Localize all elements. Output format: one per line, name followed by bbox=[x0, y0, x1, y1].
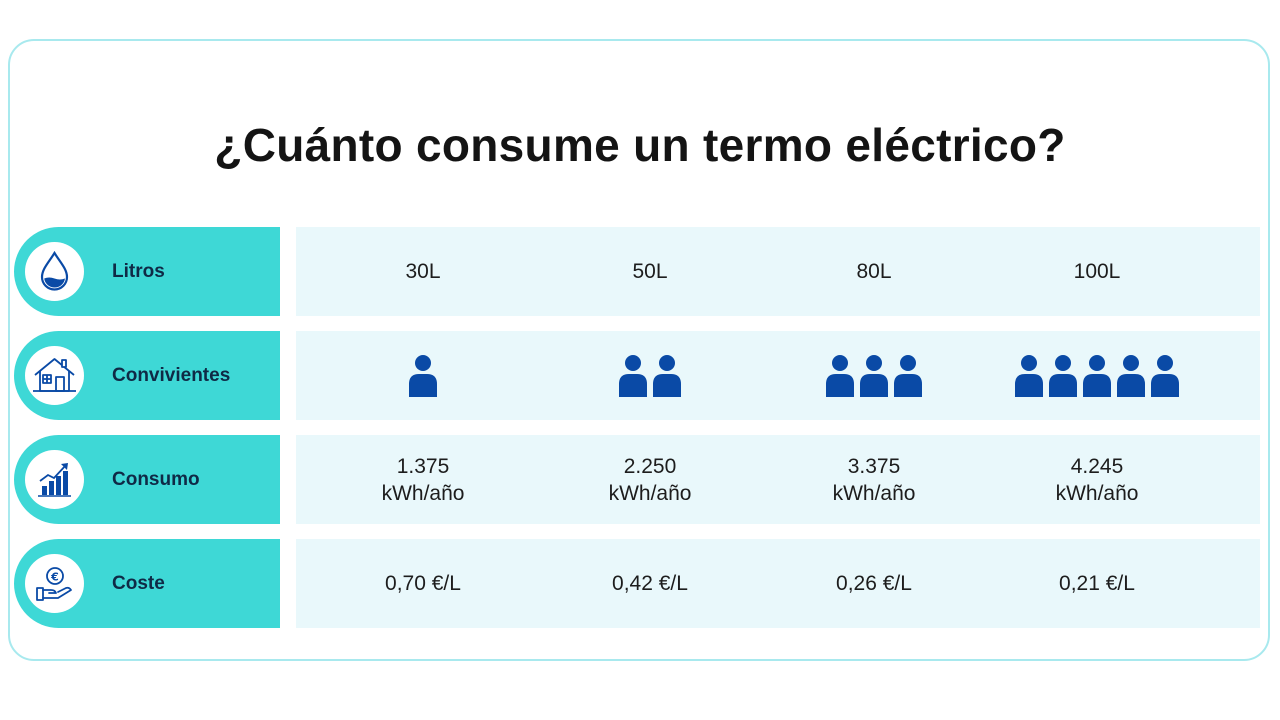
row-label-consumo: Consumo bbox=[14, 435, 280, 524]
consumo-unit: kWh/año bbox=[381, 481, 465, 505]
consumo-value: 4.245 kWh/año bbox=[997, 435, 1197, 524]
litros-value: 80L bbox=[856, 260, 892, 283]
row-label-litros: Litros bbox=[14, 227, 280, 316]
person-icon bbox=[1015, 354, 1043, 397]
person-icon bbox=[1151, 354, 1179, 397]
person-icon bbox=[1083, 354, 1111, 397]
litros-value: 100L bbox=[1073, 260, 1121, 283]
row-data-coste: 0,70 €/L 0,42 €/L 0,26 €/L 0,21 €/L bbox=[296, 539, 1260, 628]
person-icon bbox=[894, 354, 922, 397]
consumo-unit: kWh/año bbox=[608, 481, 692, 505]
person-icon bbox=[409, 354, 437, 397]
coste-value: 0,42 €/L bbox=[612, 572, 688, 595]
people-count bbox=[997, 331, 1197, 420]
litros-value: 50L bbox=[632, 260, 668, 283]
row-data-convivientes bbox=[296, 331, 1260, 420]
consumo-unit: kWh/año bbox=[1055, 481, 1139, 505]
coste-value: 0,26 €/L bbox=[836, 572, 912, 595]
svg-text:€: € bbox=[50, 571, 59, 584]
people-count bbox=[550, 331, 750, 420]
coste-value: 0,70 €/L bbox=[385, 572, 461, 595]
row-data-litros: 30L 50L 80L 100L bbox=[296, 227, 1260, 316]
row-label-convivientes: Convivientes bbox=[14, 331, 280, 420]
person-icon bbox=[1117, 354, 1145, 397]
consumo-unit: kWh/año bbox=[832, 481, 916, 505]
coste-value: 0,21 €/L bbox=[1059, 572, 1135, 595]
water-drop-icon bbox=[25, 242, 84, 301]
bar-chart-icon bbox=[25, 450, 84, 509]
row-label-text: Litros bbox=[112, 261, 165, 282]
consumo-amount: 2.250 bbox=[623, 454, 677, 478]
consumo-value: 2.250 kWh/año bbox=[550, 435, 750, 524]
row-data-consumo: 1.375 kWh/año 2.250 kWh/año 3.375 kWh/añ… bbox=[296, 435, 1260, 524]
euro-hand-icon: € bbox=[25, 554, 84, 613]
person-icon bbox=[826, 354, 854, 397]
page-title: ¿Cuánto consume un termo eléctrico? bbox=[214, 119, 1066, 171]
consumo-amount: 4.245 bbox=[1070, 454, 1124, 478]
person-icon bbox=[653, 354, 681, 397]
row-label-text: Consumo bbox=[112, 469, 200, 490]
consumo-value: 1.375 kWh/año bbox=[323, 435, 523, 524]
consumo-value: 3.375 kWh/año bbox=[774, 435, 974, 524]
consumo-amount: 3.375 bbox=[847, 454, 901, 478]
person-icon bbox=[860, 354, 888, 397]
people-count bbox=[774, 331, 974, 420]
house-icon bbox=[25, 346, 84, 405]
row-label-text: Coste bbox=[112, 573, 165, 594]
litros-value: 30L bbox=[405, 260, 441, 283]
row-label-coste: € Coste bbox=[14, 539, 280, 628]
person-icon bbox=[619, 354, 647, 397]
people-count bbox=[323, 331, 523, 420]
person-icon bbox=[1049, 354, 1077, 397]
consumo-amount: 1.375 bbox=[396, 454, 450, 478]
row-label-text: Convivientes bbox=[112, 365, 231, 386]
